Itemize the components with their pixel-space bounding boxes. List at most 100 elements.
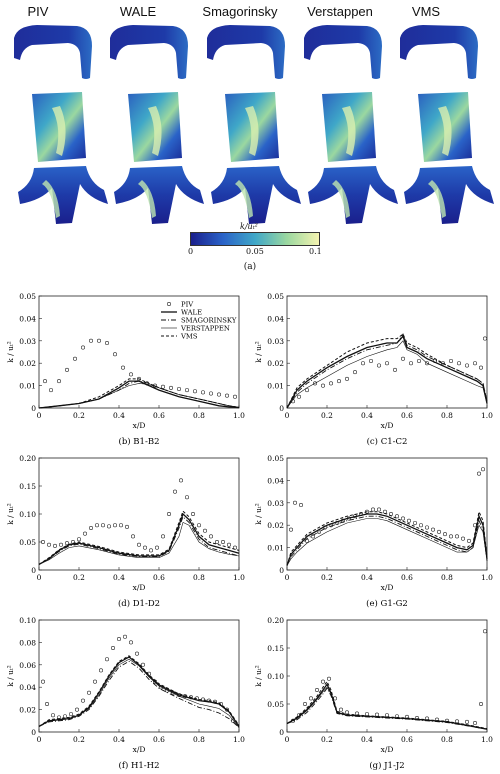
x-tick-label: 0 (285, 573, 290, 582)
series-line-smagorinsky (286, 515, 488, 566)
piv-point (419, 523, 424, 528)
series-line-smagorinsky (286, 333, 488, 409)
plot-frame (286, 619, 488, 733)
series-line-vms (286, 510, 488, 566)
piv-point (62, 714, 67, 719)
piv-point (431, 527, 436, 532)
piv-point (437, 529, 442, 534)
plot-frame (38, 457, 240, 571)
piv-point (77, 537, 82, 542)
piv-point (425, 361, 430, 366)
chart-g1-g2: 0 0.01 0.02 0.03 0.04 0.05 0 0.2 0.4 0.6 0.8 1.0 x/D… (254, 454, 493, 609)
x-tick-label: 1.0 (233, 573, 245, 582)
piv-point (288, 527, 293, 532)
piv-point (89, 526, 94, 531)
piv-point (105, 657, 110, 662)
piv-point (197, 523, 202, 528)
piv-point (409, 361, 414, 366)
piv-point (203, 528, 208, 533)
x-tick-label: 0 (285, 735, 290, 744)
x-tick-label: 0.8 (193, 573, 205, 582)
y-tick-label: 0.06 (19, 661, 36, 670)
piv-point (310, 534, 315, 539)
piv-point (58, 542, 63, 547)
column-header-wale: WALE (119, 4, 157, 19)
piv-point (42, 379, 47, 384)
y-tick-label: 0.02 (19, 359, 36, 368)
chart-b1-b2: 0 0.01 0.02 0.03 0.04 0.05 0 0.2 0.4 0.6 0.8 1.0 x/D… (6, 292, 245, 447)
piv-point (97, 338, 102, 343)
piv-point (125, 524, 130, 529)
piv-point (467, 538, 472, 543)
series-line-wale (38, 512, 240, 565)
chart-c1-c2: 0 0.01 0.02 0.03 0.04 0.05 0 0.2 0.4 0.6 0.8 1.0 x/D… (254, 292, 493, 447)
piv-point (375, 712, 380, 717)
piv-point (339, 707, 344, 712)
x-tick-label: 0 (37, 573, 42, 582)
y-axis-label: k / uₜ² (254, 341, 263, 363)
y-tick-label: 0.01 (267, 544, 284, 553)
piv-point (371, 507, 376, 512)
piv-point (121, 365, 126, 370)
piv-point (44, 702, 49, 707)
chart-caption: (c) C1-C2 (367, 436, 408, 447)
piv-point (377, 363, 382, 368)
y-axis-label: k / uₜ² (254, 665, 263, 687)
y-axis-label: k / uₜ² (254, 503, 263, 525)
x-axis-label: x/D (381, 745, 394, 754)
y-tick-label: 0.10 (19, 510, 36, 519)
x-tick-label: 0.4 (361, 411, 373, 420)
x-tick-label: 0.6 (153, 411, 165, 420)
smagorinsky-field (207, 25, 301, 224)
legend-marker (167, 302, 172, 307)
x-tick-label: 0.6 (153, 735, 165, 744)
piv-point (123, 634, 128, 639)
piv-point (407, 518, 412, 523)
piv-point (131, 534, 136, 539)
x-tick-label: 0.6 (401, 411, 413, 420)
y-tick-label: 0.02 (267, 521, 284, 530)
legend-entry: VMS (180, 333, 198, 341)
piv-point (361, 361, 366, 366)
plot-frame (38, 295, 240, 409)
chart-caption: (d) D1-D2 (118, 598, 160, 609)
piv-point (169, 385, 174, 390)
y-tick-label: 0.15 (19, 482, 36, 491)
piv-point (292, 500, 297, 505)
piv-point (413, 520, 418, 525)
piv-point (312, 381, 317, 386)
x-tick-label: 0.6 (153, 573, 165, 582)
y-tick-label: 0.20 (19, 454, 36, 463)
piv-point (155, 545, 160, 550)
piv-point (141, 662, 146, 667)
plot-frame (286, 457, 488, 571)
x-tick-label: 0.8 (193, 411, 205, 420)
series-line-vms (38, 655, 240, 727)
piv-field (14, 25, 108, 224)
piv-point (483, 629, 488, 634)
y-tick-label: 0.10 (267, 672, 284, 681)
piv-point (473, 361, 478, 366)
piv-point (185, 388, 190, 393)
series-line-verstappen (38, 658, 240, 728)
colorbar-label: k/uₜ² (240, 222, 258, 231)
piv-point (48, 388, 53, 393)
y-tick-label: 0.10 (19, 616, 36, 625)
y-axis-label: k / uₜ² (6, 341, 15, 363)
x-tick-label: 0 (37, 411, 42, 420)
y-tick-label: 0.03 (267, 499, 284, 508)
x-axis-label: x/D (133, 745, 146, 754)
piv-point (209, 534, 214, 539)
series-line-wale (286, 513, 488, 566)
piv-point (137, 542, 142, 547)
piv-point (425, 525, 430, 530)
y-tick-label: 0.02 (19, 706, 36, 715)
x-tick-label: 0.8 (441, 411, 453, 420)
piv-point (56, 379, 61, 384)
y-axis-label: k / uₜ² (6, 503, 15, 525)
piv-point (69, 712, 74, 717)
y-tick-label: 0.04 (19, 314, 36, 323)
wale-field (110, 25, 204, 224)
y-tick-label: 0 (279, 566, 284, 575)
y-tick-label: 0.15 (267, 644, 284, 653)
